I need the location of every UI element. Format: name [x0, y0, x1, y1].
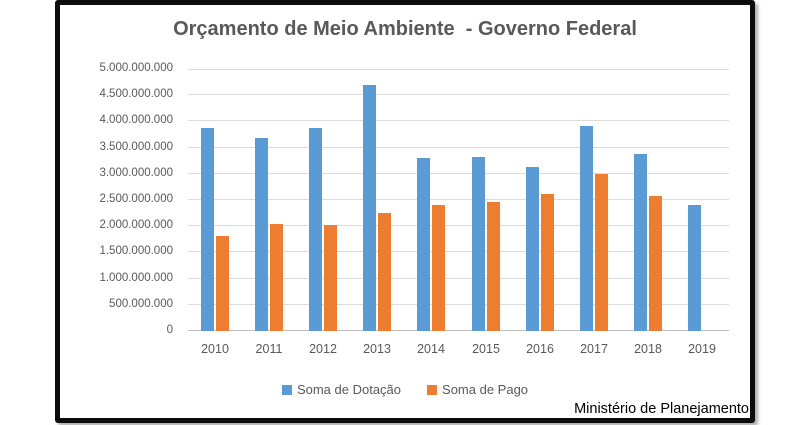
gridline	[188, 94, 729, 95]
y-tick-label: 2.000.000.000	[99, 219, 173, 231]
x-tick-label-2018: 2018	[634, 342, 662, 356]
legend-swatch-icon	[427, 384, 438, 395]
gridline	[188, 147, 729, 148]
bar-2010-dotacao	[201, 128, 214, 331]
bar-2018-dotacao	[634, 154, 647, 331]
y-tick-label: 5.000.000.000	[99, 62, 173, 74]
bar-2014-dotacao	[417, 158, 430, 331]
x-tick-label-2015: 2015	[472, 342, 500, 356]
y-tick-label: 0	[166, 324, 173, 336]
y-tick-label: 4.500.000.000	[99, 88, 173, 100]
bar-2013-dotacao	[363, 85, 376, 331]
y-axis: 0 500.000.000 1.000.000.000 1.500.000.000 2.…	[60, 62, 173, 336]
x-tick-label-2019: 2019	[688, 342, 716, 356]
gridline	[188, 278, 729, 279]
bar-2012-pago	[324, 225, 337, 331]
source-label: Ministério de Planejamento	[574, 401, 749, 417]
gridline	[188, 199, 729, 200]
gridline	[188, 173, 729, 174]
bar-2016-pago	[541, 194, 554, 331]
legend-label: Soma de Pago	[442, 382, 529, 397]
legend-item: Soma de Pago	[427, 382, 528, 397]
legend: Soma de Dotação Soma de Pago	[60, 382, 750, 397]
chart-title: Orçamento de Meio Ambiente - Governo Fed…	[173, 18, 637, 40]
x-tick-label-2012: 2012	[309, 342, 337, 356]
chart-frame: Orçamento de Meio Ambiente - Governo Fed…	[55, 0, 755, 423]
bar-2011-pago	[270, 224, 283, 331]
gridline	[188, 225, 729, 226]
bar-2019-dotacao	[688, 205, 701, 331]
x-tick-label-2011: 2011	[255, 342, 283, 356]
x-axis-line	[188, 330, 729, 331]
legend-label: Soma de Dotação	[296, 382, 402, 397]
legend-item: Soma de Dotação	[281, 382, 402, 397]
y-tick-label: 1.500.000.000	[99, 245, 173, 257]
x-tick-label-2017: 2017	[580, 342, 608, 356]
bar-2017-dotacao	[580, 126, 593, 331]
legend-swatch-icon	[281, 384, 292, 395]
x-axis: 2010 2011 2012 2013 2014 2015 2016 2017 2018 2019	[188, 342, 729, 358]
x-tick-label-2016: 2016	[526, 342, 554, 356]
bar-2015-pago	[487, 202, 500, 331]
y-tick-label: 3.000.000.000	[99, 167, 173, 179]
bar-2013-pago	[378, 213, 391, 331]
y-tick-label: 4.000.000.000	[99, 114, 173, 126]
gridline	[188, 69, 729, 70]
y-tick-label: 3.500.000.000	[99, 141, 173, 153]
bar-2012-dotacao	[309, 128, 322, 331]
y-tick-label: 1.000.000.000	[99, 272, 173, 284]
x-tick-label-2014: 2014	[417, 342, 445, 356]
bar-2018-pago	[649, 196, 662, 331]
bar-2011-dotacao	[255, 138, 268, 331]
bar-2016-dotacao	[526, 167, 539, 331]
bar-2014-pago	[432, 205, 445, 331]
y-tick-label: 500.000.000	[109, 298, 173, 310]
gridline	[188, 304, 729, 305]
x-tick-label-2010: 2010	[201, 342, 229, 356]
bar-2017-pago	[595, 174, 608, 331]
plot-area	[188, 69, 729, 331]
bar-2010-pago	[216, 236, 229, 331]
gridline	[188, 120, 729, 121]
gridline	[188, 251, 729, 252]
x-tick-label-2013: 2013	[363, 342, 391, 356]
bar-2015-dotacao	[472, 157, 485, 331]
y-tick-label: 2.500.000.000	[99, 193, 173, 205]
